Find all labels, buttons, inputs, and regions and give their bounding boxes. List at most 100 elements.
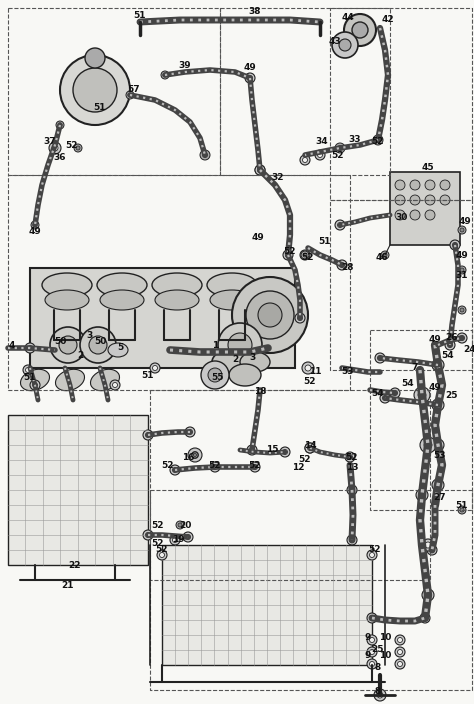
Text: 34: 34: [316, 137, 328, 146]
Ellipse shape: [152, 273, 202, 297]
Circle shape: [370, 650, 374, 655]
Text: 54: 54: [401, 379, 414, 387]
Circle shape: [146, 432, 151, 437]
Circle shape: [255, 165, 265, 175]
Circle shape: [153, 365, 157, 370]
Ellipse shape: [100, 290, 144, 310]
Circle shape: [163, 73, 167, 77]
Text: 52: 52: [156, 546, 168, 555]
Ellipse shape: [55, 370, 84, 391]
Circle shape: [432, 359, 444, 371]
Circle shape: [27, 346, 33, 351]
Circle shape: [419, 492, 425, 498]
Circle shape: [188, 429, 192, 434]
Circle shape: [250, 462, 260, 472]
Circle shape: [410, 195, 420, 205]
Text: 52: 52: [369, 546, 381, 555]
Circle shape: [347, 535, 357, 545]
Circle shape: [381, 251, 389, 259]
Circle shape: [52, 145, 58, 151]
Circle shape: [74, 144, 82, 152]
Text: 2: 2: [232, 356, 238, 365]
Circle shape: [257, 168, 263, 172]
Circle shape: [440, 180, 450, 190]
Text: 50: 50: [94, 337, 106, 346]
Ellipse shape: [212, 350, 248, 374]
Text: 52: 52: [249, 460, 261, 470]
Circle shape: [447, 343, 453, 348]
Circle shape: [185, 427, 195, 437]
Circle shape: [422, 439, 434, 451]
Circle shape: [429, 548, 435, 553]
Circle shape: [143, 530, 153, 540]
Circle shape: [422, 539, 434, 551]
Circle shape: [185, 534, 191, 539]
Text: 51: 51: [142, 370, 154, 379]
Circle shape: [337, 146, 343, 151]
Circle shape: [395, 647, 405, 657]
Text: 30: 30: [396, 213, 408, 222]
Text: 7: 7: [412, 363, 418, 372]
Circle shape: [352, 22, 368, 38]
Circle shape: [112, 382, 118, 387]
Text: 20: 20: [179, 520, 191, 529]
Text: 26: 26: [446, 334, 458, 343]
Circle shape: [218, 323, 262, 367]
Text: 51: 51: [24, 374, 36, 382]
Text: 28: 28: [342, 263, 354, 272]
Circle shape: [432, 439, 444, 451]
Text: 9: 9: [365, 634, 371, 643]
Text: 36: 36: [54, 153, 66, 163]
Circle shape: [460, 228, 464, 232]
Circle shape: [161, 71, 169, 79]
Text: 51: 51: [319, 237, 331, 246]
Text: 54: 54: [372, 389, 384, 398]
Circle shape: [375, 137, 381, 142]
Circle shape: [200, 150, 210, 160]
Circle shape: [208, 368, 222, 382]
Circle shape: [435, 362, 441, 368]
Circle shape: [424, 441, 432, 449]
Text: 57: 57: [128, 85, 140, 94]
Circle shape: [176, 521, 184, 529]
Ellipse shape: [20, 370, 49, 391]
Text: 33: 33: [349, 135, 361, 144]
Circle shape: [339, 39, 351, 51]
Circle shape: [450, 240, 460, 250]
Circle shape: [302, 253, 308, 258]
Circle shape: [380, 393, 390, 403]
Circle shape: [73, 68, 117, 112]
Circle shape: [416, 489, 428, 501]
Circle shape: [416, 389, 428, 401]
Circle shape: [249, 448, 255, 453]
Circle shape: [370, 638, 374, 643]
Circle shape: [26, 367, 30, 372]
Circle shape: [398, 662, 402, 667]
Text: 55: 55: [212, 374, 224, 382]
Circle shape: [418, 391, 426, 399]
Text: 52: 52: [284, 248, 296, 256]
Circle shape: [308, 446, 312, 451]
Circle shape: [173, 537, 177, 543]
Text: 25: 25: [446, 391, 458, 399]
Circle shape: [308, 446, 312, 451]
Bar: [30, 268, 295, 368]
Circle shape: [247, 445, 257, 455]
Circle shape: [370, 615, 374, 620]
Ellipse shape: [91, 370, 119, 391]
Circle shape: [143, 430, 153, 440]
Circle shape: [85, 48, 105, 68]
Circle shape: [373, 135, 383, 145]
Text: 8: 8: [375, 688, 381, 696]
Circle shape: [349, 487, 355, 493]
Bar: [390, 172, 460, 245]
Circle shape: [228, 333, 252, 357]
Text: 18: 18: [254, 387, 266, 396]
Text: 52: 52: [299, 455, 311, 465]
Circle shape: [370, 553, 374, 558]
Circle shape: [427, 545, 437, 555]
Ellipse shape: [42, 273, 92, 297]
Circle shape: [425, 210, 435, 220]
Text: 37: 37: [44, 137, 56, 146]
Circle shape: [318, 153, 322, 158]
